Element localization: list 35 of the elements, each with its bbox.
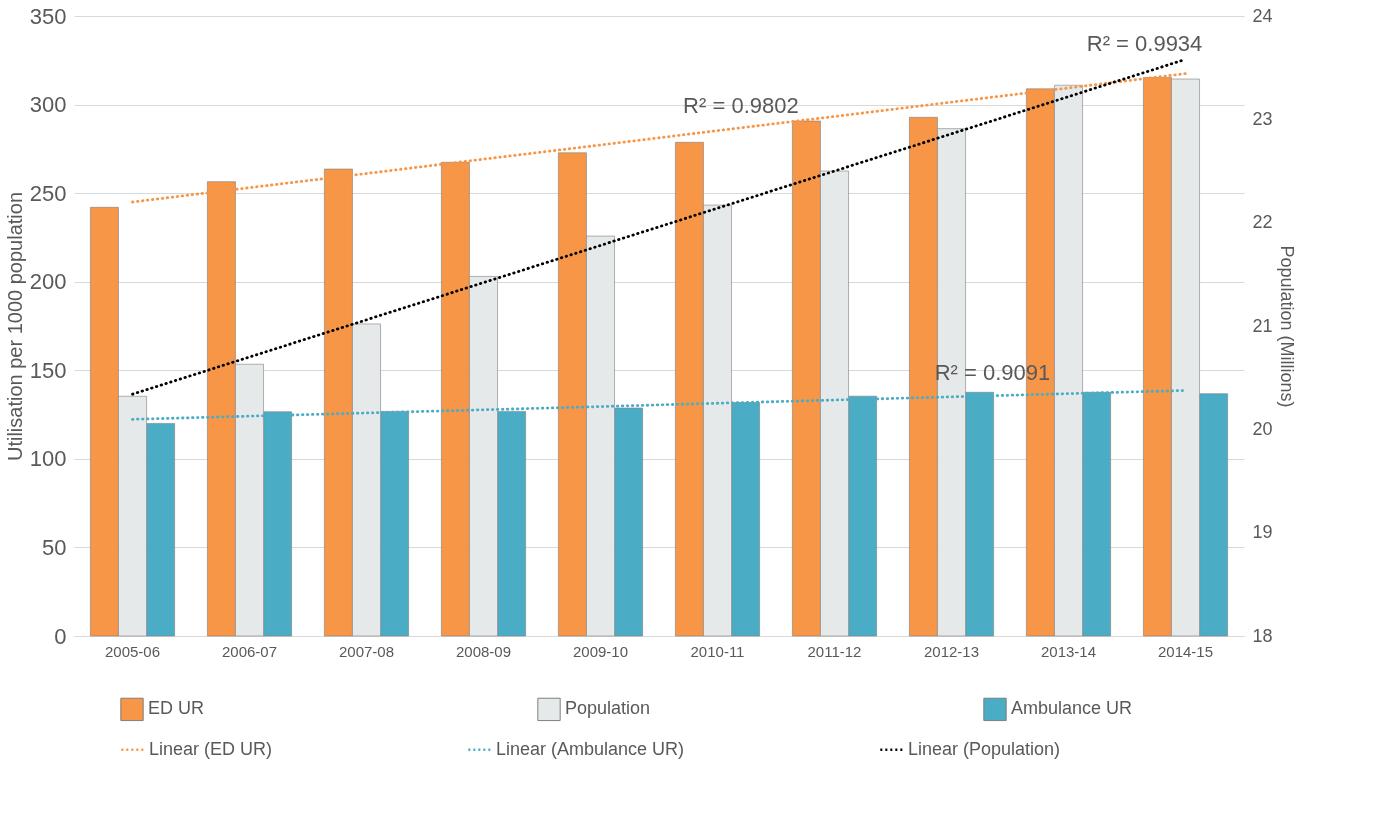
x-tick-label: 2007-08 — [338, 642, 395, 660]
y2-tick-label: 18 — [1252, 625, 1273, 646]
x-tick-label: 2008-09 — [455, 642, 512, 660]
y-tick-label: 100 — [29, 446, 67, 472]
y-tick-label: 50 — [42, 534, 67, 560]
legend-label: Linear (Population) — [908, 738, 1061, 759]
x-tick-label: 2011-12 — [807, 642, 862, 660]
annotation: R² = 0.9934 — [1086, 30, 1203, 56]
y2-tick-label: 23 — [1252, 108, 1273, 129]
legend-label: Linear (Ambulance UR) — [496, 738, 685, 759]
y-tick-label: 0 — [54, 623, 67, 649]
x-tick-label: 2006-07 — [221, 642, 278, 660]
y2-axis-title: Population (Millions) — [1276, 245, 1297, 408]
legend-label: Ambulance UR — [1011, 698, 1133, 719]
legend-label: ED UR — [148, 698, 205, 719]
x-tick-label: 2005-06 — [104, 642, 161, 660]
y-tick-label: 150 — [29, 357, 67, 383]
y2-tick-label: 21 — [1252, 315, 1273, 336]
x-tick-label: 2009-10 — [572, 642, 629, 660]
x-tick-label: 2012-13 — [923, 642, 980, 660]
x-tick-label: 2013-14 — [1040, 642, 1097, 660]
annotation: R² = 0.9802 — [683, 92, 799, 118]
legend-label: Linear (ED UR) — [149, 738, 273, 759]
x-tick-label: 2010-11 — [690, 642, 745, 660]
y-tick-label: 250 — [29, 180, 67, 206]
y-axis-title: Utilisation per 1000 population — [3, 191, 26, 462]
y-tick-label: 200 — [29, 269, 67, 295]
y2-tick-label: 20 — [1252, 418, 1273, 439]
y-tick-label: 350 — [29, 3, 67, 29]
y2-tick-label: 19 — [1252, 522, 1273, 543]
y2-tick-label: 24 — [1252, 5, 1273, 26]
y2-tick-label: 22 — [1252, 212, 1273, 233]
x-tick-label: 2014-15 — [1157, 642, 1214, 660]
y-tick-label: 300 — [29, 92, 67, 118]
legend-label: Population — [565, 698, 651, 719]
